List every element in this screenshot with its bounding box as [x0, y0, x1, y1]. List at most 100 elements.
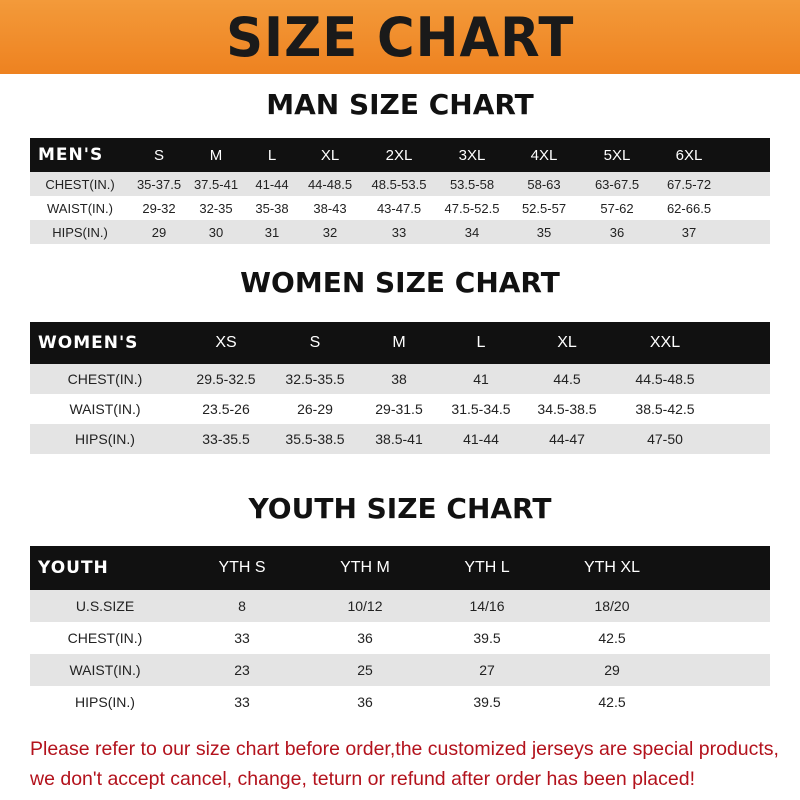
table-cell: 44-47 [549, 431, 585, 447]
table-row: CHEST(IN.) 33 36 39.5 42.5 [30, 622, 770, 654]
banner: SIZE CHART [0, 0, 800, 74]
table-cell: 41-44 [255, 176, 289, 192]
table-cell: 26-29 [297, 401, 333, 417]
table-cell: 29.5-32.5 [196, 371, 256, 387]
table-cell: XXL [649, 334, 681, 351]
row-label: HIPS(IN.) [52, 224, 108, 240]
table-cell: 38 [391, 371, 407, 387]
table-cell: 42.5 [598, 630, 626, 646]
table-cell: YTH XL [583, 559, 640, 576]
table-cell: 48.5-53.5 [371, 176, 427, 192]
table-row: WAIST(IN.) 29-32 32-35 35-38 38-43 43-47.5 47.… [30, 196, 770, 220]
row-label: CHEST(IN.) [67, 630, 143, 646]
table-cell: 36 [357, 630, 373, 646]
table-cell: 25 [357, 662, 373, 678]
row-label: CHEST(IN.) [67, 371, 143, 387]
table-row: WAIST(IN.) 23.5-26 26-29 29-31.5 31.5-34.5 34… [30, 394, 770, 424]
table-cell: 57-62 [600, 200, 634, 216]
order-notice-line-2: we don't accept cancel, change, teturn o… [30, 768, 695, 790]
table-cell: 39.5 [473, 630, 501, 646]
table-cell: 29-32 [142, 200, 176, 216]
table-cell: S [309, 334, 321, 351]
table-cell: 36 [357, 694, 373, 710]
row-label: MEN'S [38, 145, 104, 165]
table-cell: 41 [473, 371, 489, 387]
table-row: CHEST(IN.) 35-37.5 37.5-41 41-44 44-48.5 48.5… [30, 172, 770, 196]
table-row: HIPS(IN.) 33-35.5 35.5-38.5 38.5-41 41-44 44-… [30, 424, 770, 454]
banner-title: SIZE CHART [225, 5, 575, 69]
table-cell: 23 [234, 662, 250, 678]
row-label: HIPS(IN.) [75, 694, 135, 710]
table-row: WAIST(IN.) 23 25 27 29 [30, 654, 770, 686]
table-cell: M [392, 334, 406, 351]
table-row: HIPS(IN.) 29 30 31 32 33 34 35 36 37 [30, 220, 770, 244]
table-row: U.S.SIZE 8 10/12 14/16 18/20 [30, 590, 770, 622]
row-label: WAIST(IN.) [69, 401, 141, 417]
table-cell: 47.5-52.5 [444, 200, 500, 216]
table-cell: 44.5 [553, 371, 581, 387]
table-cell: 27 [479, 662, 495, 678]
table-cell: 33 [391, 224, 407, 240]
table-header-row: MEN'S S M L XL 2XL 3XL 4XL 5XL 6XL [30, 138, 770, 172]
table-cell: XL [557, 334, 577, 351]
table-cell: 23.5-26 [202, 401, 250, 417]
table-cell: 32-35 [199, 200, 233, 216]
table-header-row: YOUTH YTH S YTH M YTH L YTH XL [30, 546, 770, 590]
table-cell: 53.5-58 [449, 176, 495, 192]
row-label: WAIST(IN.) [69, 662, 141, 678]
table-cell: 42.5 [598, 694, 626, 710]
table-cell: 32 [322, 224, 338, 240]
row-label: U.S.SIZE [75, 598, 135, 614]
table-cell: 29 [151, 224, 167, 240]
table-cell: 52.5-57 [521, 200, 567, 216]
table-cell: 63-67.5 [594, 176, 640, 192]
table-cell: 43-47.5 [376, 200, 422, 216]
table-cell: 35.5-38.5 [285, 431, 345, 447]
table-cell: 34 [464, 224, 480, 240]
table-cell: 33 [234, 630, 250, 646]
youth-size-table: YOUTH YTH S YTH M YTH L YTH XL U.S.SIZE 8 10/12… [30, 546, 770, 718]
table-cell: 29-31.5 [375, 401, 423, 417]
table-cell: 38.5-42.5 [635, 401, 695, 417]
table-cell: 58-63 [527, 176, 561, 192]
table-cell: L [476, 334, 486, 351]
row-label: WAIST(IN.) [47, 200, 113, 216]
table-cell: 39.5 [473, 694, 501, 710]
table-cell: 5XL [603, 146, 631, 164]
table-row: CHEST(IN.) 29.5-32.5 32.5-35.5 38 41 44.5 44.5… [30, 364, 770, 394]
table-cell: 29 [604, 662, 620, 678]
table-cell: 30 [208, 224, 224, 240]
table-cell: 33 [234, 694, 250, 710]
table-cell: 4XL [530, 146, 558, 164]
table-cell: 14/16 [469, 598, 505, 614]
table-cell: 41-44 [463, 431, 499, 447]
table-cell: S [153, 146, 164, 164]
table-cell: 38.5-41 [375, 431, 423, 447]
men-chart-title: MAN SIZE CHART [266, 88, 534, 121]
youth-chart-title: YOUTH SIZE CHART [248, 492, 552, 525]
table-cell: 31 [264, 224, 280, 240]
table-cell: M [209, 146, 223, 164]
table-cell: YTH L [464, 559, 510, 576]
table-cell: 62-66.5 [666, 200, 712, 216]
table-cell: 35 [536, 224, 552, 240]
row-label: HIPS(IN.) [75, 431, 135, 447]
order-notice: Please refer to our size chart before or… [30, 734, 790, 794]
table-cell: XS [215, 334, 237, 351]
table-cell: 35-38 [255, 200, 289, 216]
table-cell: 36 [609, 224, 625, 240]
table-cell: 38-43 [313, 200, 347, 216]
table-cell: 10/12 [347, 598, 383, 614]
table-cell: 18/20 [594, 598, 630, 614]
table-cell: 33-35.5 [202, 431, 250, 447]
table-cell: 31.5-34.5 [451, 401, 511, 417]
table-row: HIPS(IN.) 33 36 39.5 42.5 [30, 686, 770, 718]
table-cell: 6XL [675, 146, 703, 164]
row-label: CHEST(IN.) [45, 176, 115, 192]
table-cell: 37 [681, 224, 697, 240]
table-cell: YTH M [340, 559, 390, 576]
row-label: YOUTH [38, 558, 109, 578]
order-notice-line-1: Please refer to our size chart before or… [30, 738, 779, 760]
table-cell: 8 [238, 598, 246, 614]
table-cell: 47-50 [647, 431, 683, 447]
